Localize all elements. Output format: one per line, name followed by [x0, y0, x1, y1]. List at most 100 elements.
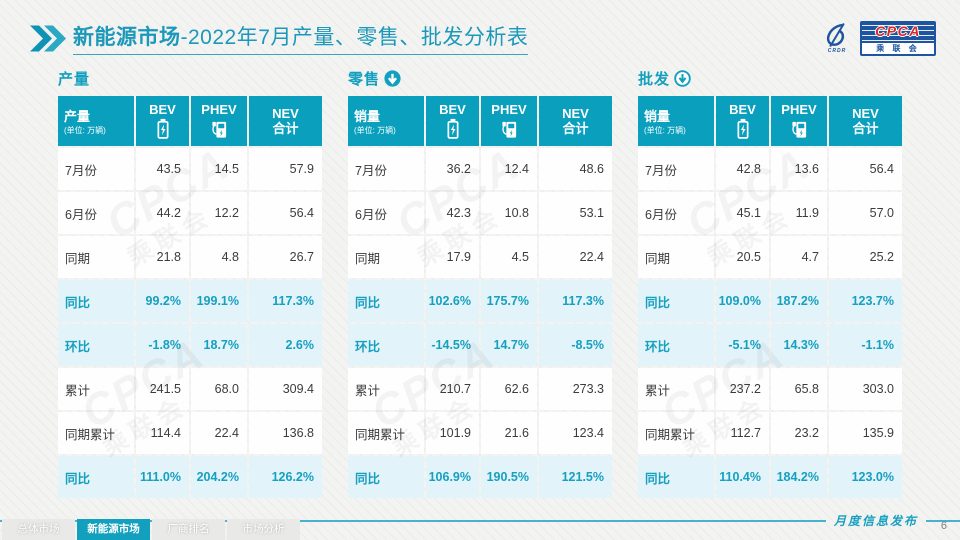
row-label: 7月份 — [348, 148, 424, 190]
cell-value: 53.1 — [539, 192, 612, 234]
section-label: 产量 — [58, 70, 91, 88]
cell-value: 190.5% — [481, 456, 537, 498]
cell-value: 45.1 — [716, 192, 769, 234]
cell-value: 123.7% — [829, 280, 902, 322]
row-label: 同比 — [58, 456, 134, 498]
footer-tabs: 总体市场 新能源市场 厂商排名 市场分析 — [2, 519, 300, 540]
row-label: 累计 — [58, 368, 134, 410]
cell-value: 48.6 — [539, 148, 612, 190]
cell-value: -5.1% — [716, 324, 769, 366]
header-bev: BEV — [426, 96, 479, 146]
cell-value: 210.7 — [426, 368, 479, 410]
section-header-retail: 零售 — [348, 66, 612, 90]
cell-value: 101.9 — [426, 412, 479, 454]
double-chevron-icon — [30, 25, 66, 51]
data-table: 产量 (单位: 万辆) BEV PHEV NEV 合计 7月份 43.5 14.5 57.9 6月份… — [58, 96, 322, 498]
cell-value: 241.5 — [136, 368, 189, 410]
cell-value: 4.8 — [191, 236, 247, 278]
charging-station-icon — [792, 121, 807, 138]
page-title: 新能源市场-2022年7月产量、零售、批发分析表 — [73, 21, 529, 55]
cell-value: 57.0 — [829, 192, 902, 234]
row-label: 同期累计 — [638, 412, 714, 454]
cell-value: 102.6% — [426, 280, 479, 322]
cell-value: 237.2 — [716, 368, 769, 410]
row-label: 同期累计 — [58, 412, 134, 454]
column-label: 合计 — [272, 121, 299, 136]
cell-value: 11.9 — [771, 192, 827, 234]
column-label: 合计 — [562, 121, 589, 136]
cell-value: 68.0 — [191, 368, 247, 410]
cell-value: 20.5 — [716, 236, 769, 278]
charging-station-icon — [212, 121, 227, 138]
header-phev: PHEV — [481, 96, 537, 146]
table-production: 产量 产量 (单位: 万辆) BEV PHEV NEV 合计 7月份 43.5 14.5 57.9 6… — [58, 66, 322, 498]
row-label: 同比 — [58, 280, 134, 322]
data-table: 销量 (单位: 万辆) BEV PHEV NEV 合计 7月份 42.8 13.6 56.4 6月份… — [638, 96, 902, 498]
cell-value: 44.2 — [136, 192, 189, 234]
column-label: NEV — [852, 106, 879, 121]
cell-value: 199.1% — [191, 280, 247, 322]
cpca-acronym: CPCA — [875, 22, 921, 39]
cell-value: 17.9 — [426, 236, 479, 278]
cpca-stripes — [862, 24, 934, 41]
header-nev-total: NEV 合计 — [539, 96, 612, 146]
cell-value: 12.4 — [481, 148, 537, 190]
battery-icon — [447, 118, 458, 139]
cell-value: 42.3 — [426, 192, 479, 234]
cell-value: 56.4 — [829, 148, 902, 190]
cell-value: 273.3 — [539, 368, 612, 410]
cell-value: 110.4% — [716, 456, 769, 498]
cell-value: 117.3% — [249, 280, 322, 322]
cell-value: 57.9 — [249, 148, 322, 190]
down-arrow-icon — [674, 69, 691, 87]
cell-value: -1.1% — [829, 324, 902, 366]
footer-tab-3[interactable]: 厂商排名 — [152, 519, 225, 540]
cell-value: 4.5 — [481, 236, 537, 278]
cell-value: 126.2% — [249, 456, 322, 498]
cell-value: -1.8% — [136, 324, 189, 366]
section-header-production: 产量 — [58, 66, 322, 90]
cell-value: 117.3% — [539, 280, 612, 322]
row-label: 同比 — [348, 456, 424, 498]
row-label: 同期 — [348, 236, 424, 278]
charging-station-icon — [502, 121, 517, 138]
footer-tab-2[interactable]: 新能源市场 — [77, 519, 150, 540]
header-bev: BEV — [136, 96, 189, 146]
row-label: 环比 — [638, 324, 714, 366]
cell-value: 109.0% — [716, 280, 769, 322]
column-label: PHEV — [201, 102, 237, 117]
cell-value: 121.5% — [539, 456, 612, 498]
section-label: 批发 — [638, 70, 671, 88]
row-label: 6月份 — [348, 192, 424, 234]
footer-tab-4[interactable]: 市场分析 — [227, 519, 300, 540]
cell-value: 112.7 — [716, 412, 769, 454]
column-label: BEV — [439, 102, 466, 117]
metric-unit: (单位: 万辆) — [64, 126, 106, 135]
cell-value: 204.2% — [191, 456, 247, 498]
title-subject: -2022年7月产量、零售、批发分析表 — [180, 26, 529, 49]
row-label: 7月份 — [638, 148, 714, 190]
footer-tab-1[interactable]: 总体市场 — [2, 519, 75, 540]
cell-value: 303.0 — [829, 368, 902, 410]
cell-value: 114.4 — [136, 412, 189, 454]
cell-value: 2.6% — [249, 324, 322, 366]
cell-value: 13.6 — [771, 148, 827, 190]
cell-value: 22.4 — [539, 236, 612, 278]
cell-value: 184.2% — [771, 456, 827, 498]
metric-unit: (单位: 万辆) — [354, 126, 396, 135]
tables-row: 产量 产量 (单位: 万辆) BEV PHEV NEV 合计 7月份 43.5 14.5 57.9 6… — [58, 66, 902, 498]
cell-value: 123.0% — [829, 456, 902, 498]
footer-line-left — [0, 519, 826, 522]
cell-value: 56.4 — [249, 192, 322, 234]
section-header-wholesale: 批发 — [638, 66, 902, 90]
row-label: 同比 — [348, 280, 424, 322]
header-phev: PHEV — [191, 96, 247, 146]
row-label: 累计 — [638, 368, 714, 410]
cell-value: 99.2% — [136, 280, 189, 322]
cell-value: 25.2 — [829, 236, 902, 278]
cell-value: 175.7% — [481, 280, 537, 322]
column-label: PHEV — [781, 102, 817, 117]
cpca-swirl-icon: CRDR — [817, 22, 857, 54]
cell-value: 135.9 — [829, 412, 902, 454]
